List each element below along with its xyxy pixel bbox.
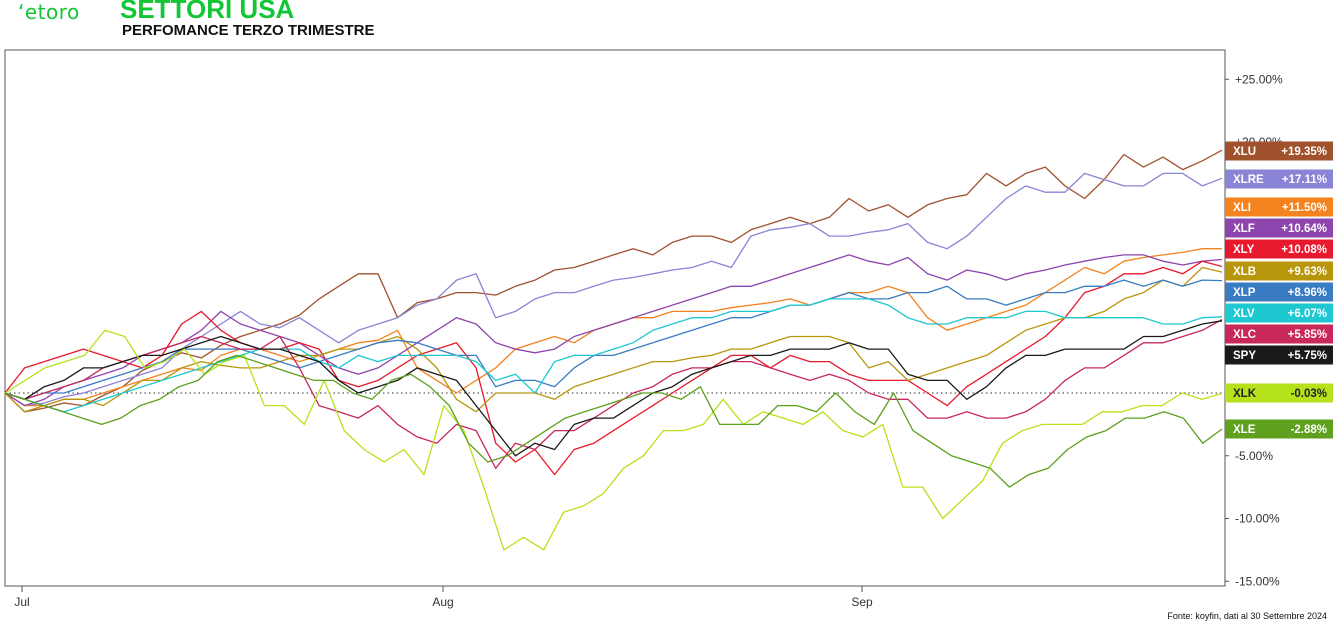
legend-tag-xlb: XLB +9.63% — [1225, 262, 1333, 281]
legend-series-name: XLV — [1233, 308, 1255, 320]
series-line-xle — [5, 355, 1222, 487]
legend-series-value: +10.08% — [1281, 244, 1327, 256]
legend-tag-xlf: XLF +10.64% — [1225, 219, 1333, 238]
legend-series-value: +5.85% — [1288, 329, 1327, 341]
legend-tag-xlv: XLV +6.07% — [1225, 304, 1333, 323]
legend-series-name: XLE — [1233, 424, 1256, 436]
y-tick-label: -15.00% — [1235, 574, 1280, 588]
legend-tag-xlp: XLP +8.96% — [1225, 283, 1333, 302]
legend-series-value: +19.35% — [1281, 146, 1327, 158]
series-line-xlc — [5, 320, 1222, 469]
legend-series-name: XLY — [1233, 244, 1255, 256]
legend-tag-xlu: XLU +19.35% — [1225, 142, 1333, 161]
legend-series-value: +17.11% — [1282, 174, 1327, 186]
y-tick-label: +25.00% — [1235, 72, 1283, 86]
legend-series-name: XLC — [1233, 329, 1256, 341]
legend-tag-xli: XLI +11.50% — [1225, 198, 1333, 217]
legend-series-name: SPY — [1233, 350, 1256, 362]
legend-tag-xlk: XLK -0.03% — [1225, 384, 1333, 403]
x-tick-label: Sep — [851, 595, 873, 609]
legend-series-value: +9.63% — [1288, 266, 1327, 278]
legend-tag-xle: XLE -2.88% — [1225, 420, 1333, 439]
legend-series-name: XLU — [1233, 146, 1256, 158]
legend-series-name: XLP — [1233, 287, 1256, 299]
series-line-xlf — [5, 255, 1222, 406]
legend-tag-xlre: XLRE +17.11% — [1225, 170, 1333, 189]
series-line-xlk — [5, 330, 1222, 550]
source-note: Fonte: koyfin, dati al 30 Settembre 2024 — [1167, 611, 1327, 621]
x-tick-label: Jul — [14, 595, 29, 609]
legend-tag-xlc: XLC +5.85% — [1225, 325, 1333, 344]
legend-tag-spy: SPY +5.75% — [1225, 346, 1333, 365]
plot-frame — [5, 50, 1225, 586]
legend-series-value: +5.75% — [1288, 350, 1327, 362]
series-line-xli — [5, 249, 1222, 406]
legend-series-value: +6.07% — [1288, 308, 1327, 320]
legend-series-name: XLF — [1233, 223, 1255, 235]
legend-series-value: -0.03% — [1291, 388, 1327, 400]
series-line-xlre — [5, 173, 1222, 405]
legend-series-name: XLRE — [1233, 174, 1264, 186]
y-tick-label: -10.00% — [1235, 512, 1280, 526]
legend-series-value: +10.64% — [1281, 223, 1327, 235]
legend-series-name: XLI — [1233, 202, 1251, 214]
y-tick-label: -5.00% — [1235, 449, 1273, 463]
legend-series-value: +11.50% — [1282, 202, 1327, 214]
legend-series-value: +8.96% — [1288, 287, 1327, 299]
legend-tag-xly: XLY +10.08% — [1225, 240, 1333, 259]
legend-series-name: XLB — [1233, 266, 1256, 278]
series-line-xly — [5, 261, 1222, 474]
legend-series-value: -2.88% — [1291, 424, 1327, 436]
x-tick-label: Aug — [432, 595, 453, 609]
legend-series-name: XLK — [1233, 388, 1257, 400]
